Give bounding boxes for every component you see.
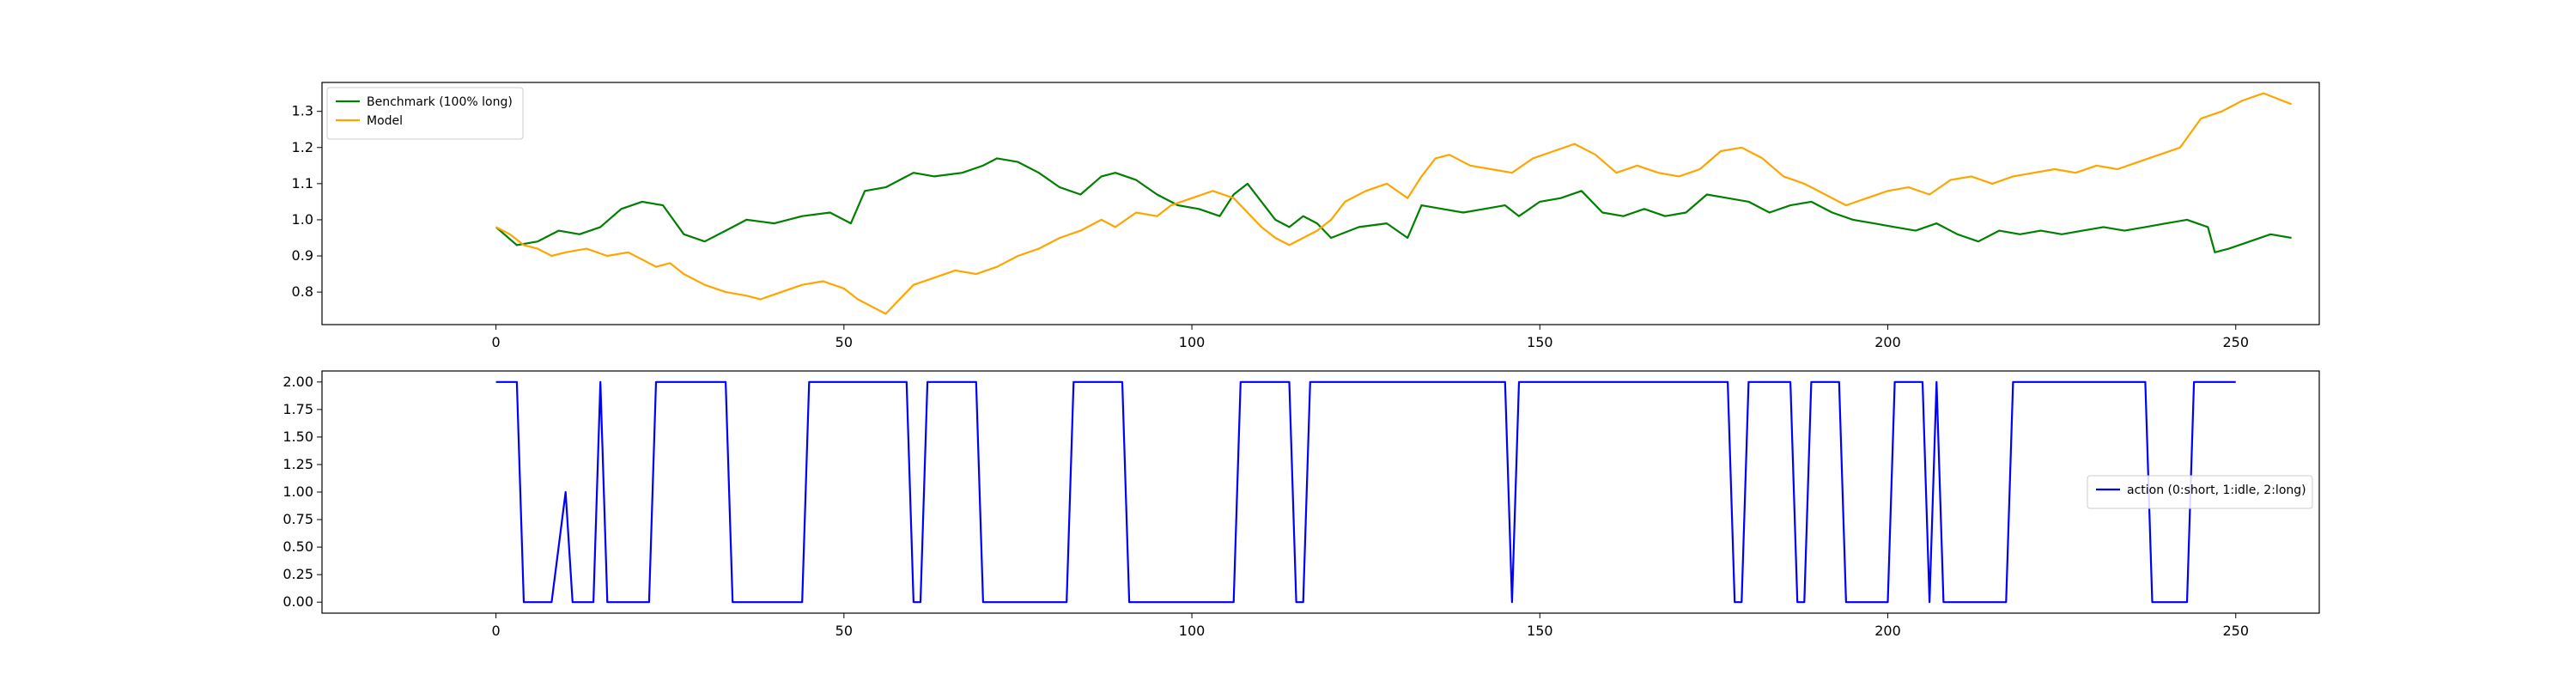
y-tick-label: 1.1	[292, 175, 313, 192]
x-tick-label: 150	[1527, 623, 1553, 639]
legend-label: Benchmark (100% long)	[367, 95, 513, 109]
y-tick-label: 1.25	[283, 456, 313, 472]
series-line-1-0	[495, 380, 2236, 604]
series-line-0-0	[495, 157, 2292, 253]
x-tick-label: 0	[492, 334, 501, 350]
legend-label: Model	[367, 114, 403, 128]
y-tick-label: 0.25	[283, 566, 313, 582]
y-tick-label: 2.00	[283, 374, 313, 390]
legend-box	[2087, 475, 2313, 509]
x-tick-label: 50	[835, 623, 853, 639]
x-tick-label: 250	[2222, 334, 2249, 350]
x-tick-label: 50	[835, 334, 853, 350]
y-tick-label: 1.3	[292, 103, 313, 119]
y-tick-label: 1.00	[283, 483, 313, 500]
legend-label: action (0:short, 1:idle, 2:long)	[2127, 483, 2306, 497]
x-tick-label: 150	[1527, 334, 1553, 350]
x-tick-label: 200	[1874, 334, 1901, 350]
y-tick-label: 1.0	[292, 211, 313, 228]
legend: action (0:short, 1:idle, 2:long)	[2087, 475, 2313, 509]
series-line-0-1	[495, 92, 2293, 315]
equity-curve-chart: 0 50 100 150 200 250 0.8 0.9 1.0 1.1 1.2 1.3 Benchma…	[292, 82, 2320, 350]
y-tick-label: 1.75	[283, 401, 313, 417]
x-tick-label: 100	[1179, 623, 1206, 639]
legend-box	[326, 87, 524, 140]
y-tick-label: 0.75	[283, 511, 313, 527]
y-tick-label: 0.50	[283, 538, 313, 555]
x-tick-label: 200	[1874, 623, 1901, 639]
x-tick-label: 100	[1179, 334, 1206, 350]
x-tick-label: 0	[492, 623, 501, 639]
legend: Benchmark (100% long) Model	[326, 87, 524, 140]
action-chart: 0 50 100 150 200 250 0.00 0.25 0.50 0.75 1.00 1.25 1…	[283, 370, 2320, 639]
x-tick-label: 250	[2222, 623, 2249, 639]
y-tick-label: 0.00	[283, 593, 313, 610]
y-tick-label: 0.8	[292, 283, 313, 300]
y-tick-label: 1.50	[283, 429, 313, 445]
y-tick-label: 1.2	[292, 139, 313, 155]
y-tick-label: 0.9	[292, 247, 313, 264]
plot-frame	[321, 82, 2320, 325]
